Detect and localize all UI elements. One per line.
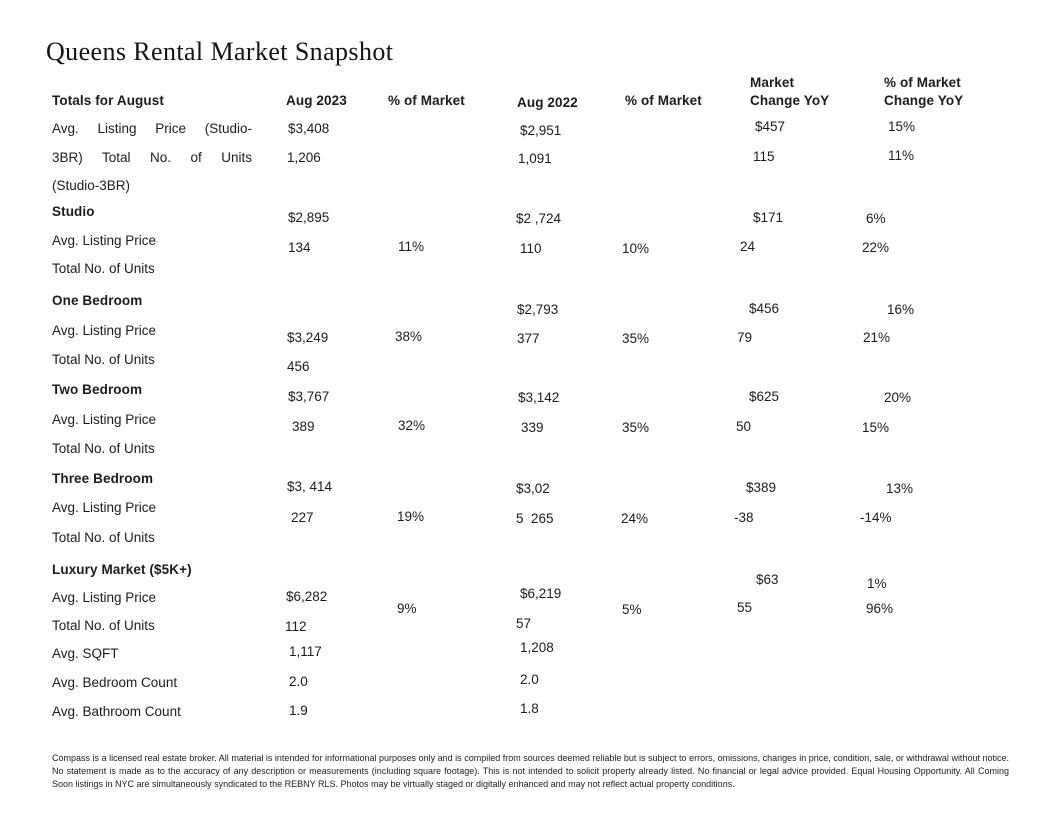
column-header-of-market-change-yoy: % of Market Change YoY [884,75,964,108]
value-24: 24% [621,511,649,526]
value-1-091: 1,091 [518,151,552,166]
value-57: 57 [516,616,532,631]
row-label-avg-listing-price: Avg. Listing Price [52,500,157,515]
row-label-avg-listing-price: Avg. Listing Price [52,412,157,427]
row-label-total-no-of-units: Total No. of Units [52,441,155,456]
value-11: 11% [888,148,915,163]
row-label-avg-listing-price-studio: Avg. Listing Price (Studio- [52,121,252,136]
value-16: 16% [887,302,915,317]
row-label-avg-bedroom-count: Avg. Bedroom Count [52,675,178,690]
value-115: 115 [753,149,775,164]
row-label-total-no-of-units: Total No. of Units [52,618,155,633]
value-6: 6% [866,211,886,226]
value-35: 35% [622,331,650,346]
column-header-of-market: % of Market [388,93,465,108]
value-6-219: $6,219 [520,586,562,601]
row-label-avg-bathroom-count: Avg. Bathroom Count [52,704,181,719]
section-label-two-bedroom: Two Bedroom [52,382,143,397]
value-339: 339 [521,420,544,435]
value-9: 9% [397,601,417,616]
value-1: 1% [867,576,887,591]
row-label-total-no-of-units: Total No. of Units [52,352,155,367]
value-2-724: $2 ,724 [516,211,562,226]
row-label-avg-sqft: Avg. SQFT [52,646,119,661]
value-625: $625 [749,389,780,404]
value-5: 5% [622,602,642,617]
value-32: 32% [398,418,426,433]
value-24: 24 [740,239,756,254]
value-2-895: $2,895 [288,210,330,225]
row-label-total-no-of-units: Total No. of Units [52,530,155,545]
value-35: 35% [622,420,650,435]
column-header-aug-2023: Aug 2023 [286,93,347,108]
value-456: 456 [287,359,310,374]
value-14: -14% [860,510,892,525]
row-label-3br-total-no-of-units: 3BR) Total No. of Units [52,150,252,165]
value-112: 112 [285,619,307,634]
column-header-aug-2022: Aug 2022 [517,95,578,110]
value-2-951: $2,951 [520,123,562,138]
section-label-luxury-market-5k: Luxury Market ($5K+) [52,562,192,577]
value-3-142: $3,142 [518,390,560,405]
page-title: Queens Rental Market Snapshot [46,37,394,66]
value-15: 15% [862,420,890,435]
value-110: 110 [520,241,542,256]
value-134: 134 [288,240,311,255]
row-label-avg-listing-price: Avg. Listing Price [52,233,157,248]
value-3-408: $3,408 [288,121,330,136]
column-header-totals-for-august: Totals for August [52,93,164,108]
value-3-249: $3,249 [287,330,329,345]
value-389: 389 [292,419,315,434]
row-label-avg-listing-price: Avg. Listing Price [52,323,157,338]
value-2-0: 2.0 [520,672,539,687]
value-19: 19% [397,509,425,524]
value-2-0: 2.0 [289,674,308,689]
value-96: 96% [866,601,894,616]
value-456: $456 [749,301,780,316]
value-38: -38 [734,510,754,525]
value-20: 20% [884,390,912,405]
value-38: 38% [395,329,423,344]
value-1-206: 1,206 [287,150,321,165]
legal-disclaimer: Compass is a licensed real estate broker… [52,753,1009,789]
value-22: 22% [862,240,890,255]
value-21: 21% [863,330,891,345]
value-5-265: 5 265 [516,511,554,526]
section-label-one-bedroom: One Bedroom [52,293,143,308]
value-55: 55 [737,600,753,615]
value-1-8: 1.8 [520,701,539,716]
value-13: 13% [886,481,914,496]
value-2-793: $2,793 [517,302,559,317]
row-label-total-no-of-units: Total No. of Units [52,261,155,276]
value-171: $171 [753,210,784,225]
value-227: 227 [291,510,314,525]
value-15: 15% [888,119,916,134]
value-457: $457 [755,119,786,134]
value-3-767: $3,767 [288,389,330,404]
value-10: 10% [622,241,650,256]
column-header-market-change-yoy: Market Change YoY [750,75,830,108]
value-3-02: $3,02 [516,481,550,496]
value-1-117: 1,117 [289,644,322,659]
value-3-414: $3, 414 [287,479,333,494]
value-63: $63 [756,572,779,587]
value-1-208: 1,208 [520,640,554,655]
value-79: 79 [737,330,753,345]
column-header-of-market: % of Market [625,93,702,108]
value-6-282: $6,282 [286,589,328,604]
value-11: 11% [398,239,425,254]
row-label-avg-listing-price: Avg. Listing Price [52,590,157,605]
section-label-three-bedroom: Three Bedroom [52,471,154,486]
value-377: 377 [517,331,540,346]
row-label-studio-3br: (Studio-3BR) [52,178,131,193]
value-50: 50 [736,419,752,434]
value-1-9: 1.9 [289,703,308,718]
section-label-studio: Studio [52,204,95,219]
value-389: $389 [746,480,777,495]
